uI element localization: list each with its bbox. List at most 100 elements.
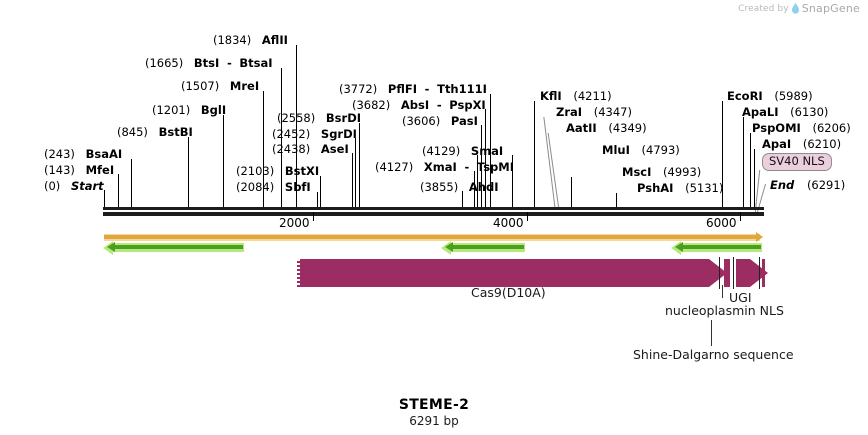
enzyme-label-msci: MscI (4993) [622, 166, 701, 178]
enzyme-label-bstxi: (2103) BstXI [236, 165, 319, 177]
enzyme-pos: (243) [44, 147, 75, 161]
cds-separator-3 [759, 257, 760, 289]
enzyme-pos: (143) [44, 163, 75, 177]
leader-zrai [543, 117, 556, 209]
enzyme-label-mfei: (143) MfeI [44, 164, 114, 176]
enzyme-name: SgrDI [320, 127, 357, 141]
enzyme-pos: (5989) [774, 89, 813, 103]
leader-bstxi [320, 176, 321, 209]
enzyme-name: PasI [450, 114, 478, 128]
enzyme-pos: (4349) [608, 121, 647, 135]
enzyme-name: MscI [622, 165, 652, 179]
ugi-feature-body[interactable] [736, 259, 750, 287]
leader-bsrdi [359, 123, 360, 209]
enzyme-pos: (2084) [236, 180, 275, 194]
enzyme-pos: (2438) [272, 142, 311, 156]
enzyme-label-btsi: (1665) BtsI - BtsaI [145, 56, 273, 70]
enzyme-name: AhdI [468, 180, 499, 194]
ruler-axis [103, 212, 764, 216]
credit-brand: SnapGene [801, 2, 860, 15]
enzyme-name: PspOMI [752, 121, 801, 135]
plasmid-length: 6291 bp [409, 414, 459, 428]
cas9-feature-body[interactable] [297, 259, 709, 287]
start-marker-label: Start [70, 179, 104, 193]
enzyme-label-aatii: AatII (4349) [566, 122, 647, 134]
enzyme-pos: (845) [117, 125, 148, 139]
orange-feature-body[interactable] [104, 235, 757, 239]
enzyme-name: ZraI [556, 105, 583, 119]
ruler-ticklabel-2000: 2000 [279, 216, 310, 230]
sv40-nls-badge[interactable]: SV40 NLS [762, 153, 832, 171]
enzyme-label-pasi: (3606) PasI [402, 115, 478, 127]
plasmid-title: STEME-2 [398, 397, 470, 413]
leader-aflii [296, 45, 297, 209]
enzyme-label-xmai: (4127) XmaI - TspMI [375, 160, 515, 174]
enzyme-pos: (2452) [272, 127, 311, 141]
leader-ahdi [462, 191, 463, 209]
green-arrow-1-head [107, 242, 115, 252]
enzyme-pos: (1201) [152, 103, 191, 117]
enzyme-label-mrei: (1507) MreI [181, 80, 259, 92]
leader-bsaai [131, 159, 132, 209]
leader-mlui [512, 155, 513, 209]
enzyme-label-apai: ApaI (6210) [762, 138, 841, 150]
leader-asei [352, 153, 353, 209]
enzyme-label-bstbi: (845) BstBI [117, 126, 193, 138]
ruler-tick-4000 [527, 212, 528, 221]
enzyme-pos: (3606) [402, 114, 441, 128]
enzyme-label-bsrdi: (2558) BsrDI [277, 112, 361, 124]
shine-dalgarno-label: Shine-Dalgarno sequence [633, 347, 794, 362]
leader-pspomi [750, 133, 751, 209]
green-arrow-1-body[interactable] [115, 245, 243, 249]
enzyme-label-pspomi: PspOMI (6206) [752, 122, 851, 134]
enzyme-label-ahdi: (3855) AhdI [420, 181, 499, 193]
enzyme-label-aflii: (1834) AflII [213, 34, 288, 46]
enzyme-name: SbfI [284, 180, 311, 194]
nucleoplasmin-nls-feature[interactable] [724, 259, 730, 287]
credit-prefix: Created by [738, 3, 789, 14]
enzyme-name-alt: PspXI [449, 98, 486, 112]
shine-dalgarno-leader [711, 320, 712, 346]
leader-bgli [223, 115, 224, 209]
leader-mrei [263, 91, 264, 209]
leader-btsi [281, 68, 282, 209]
leader-xmai [474, 171, 475, 209]
green-arrow-2-body[interactable] [453, 245, 524, 249]
leader-smai [477, 155, 478, 209]
enzyme-pos: (1507) [181, 79, 220, 93]
enzyme-pos: (4347) [593, 105, 632, 119]
snapgene-drop-icon [791, 3, 799, 14]
end-marker-label: End [770, 178, 795, 192]
ruler-ticklabel-6000: 6000 [706, 216, 737, 230]
leader-start [104, 190, 105, 209]
enzyme-name: AflII [261, 33, 288, 47]
enzyme-name: BsrDI [325, 111, 362, 125]
enzyme-name: EcoRI [727, 89, 763, 103]
enzyme-pos: (6210) [802, 137, 842, 151]
nucleoplasmin-nls-label: nucleoplasmin NLS [665, 303, 784, 318]
sv40-nls-feature[interactable] [762, 259, 765, 287]
enzyme-pos: (0) [44, 179, 61, 193]
leader-absi [485, 109, 486, 209]
enzyme-name: XmaI [423, 160, 457, 174]
enzyme-name-alt: TspMI [476, 160, 515, 174]
leader-apali [743, 117, 744, 209]
enzyme-name: BstXI [284, 164, 320, 178]
snapgene-credit: Created by SnapGene [738, 2, 860, 15]
leader-ecori [722, 101, 723, 209]
enzyme-pos: (3855) [420, 180, 459, 194]
green-arrow-3-body[interactable] [683, 245, 761, 249]
ugi-feature-label: UGI [729, 290, 752, 305]
ruler-tick-6000 [740, 212, 741, 221]
enzyme-pos: (5131) [685, 181, 724, 195]
enzyme-label-mlui: MluI (4793) [602, 144, 680, 156]
enzyme-name: AbsI [400, 98, 430, 112]
cas9-feature-label: Cas9(D10A) [471, 285, 546, 300]
leader-bstbi [188, 137, 189, 209]
enzyme-pos: (1834) [213, 33, 252, 47]
leader-pasi [481, 125, 482, 209]
leader-apai [754, 149, 755, 209]
enzyme-pos: (4993) [663, 165, 702, 179]
enzyme-pos: (6206) [812, 121, 851, 135]
enzyme-name: KflI [540, 89, 562, 103]
